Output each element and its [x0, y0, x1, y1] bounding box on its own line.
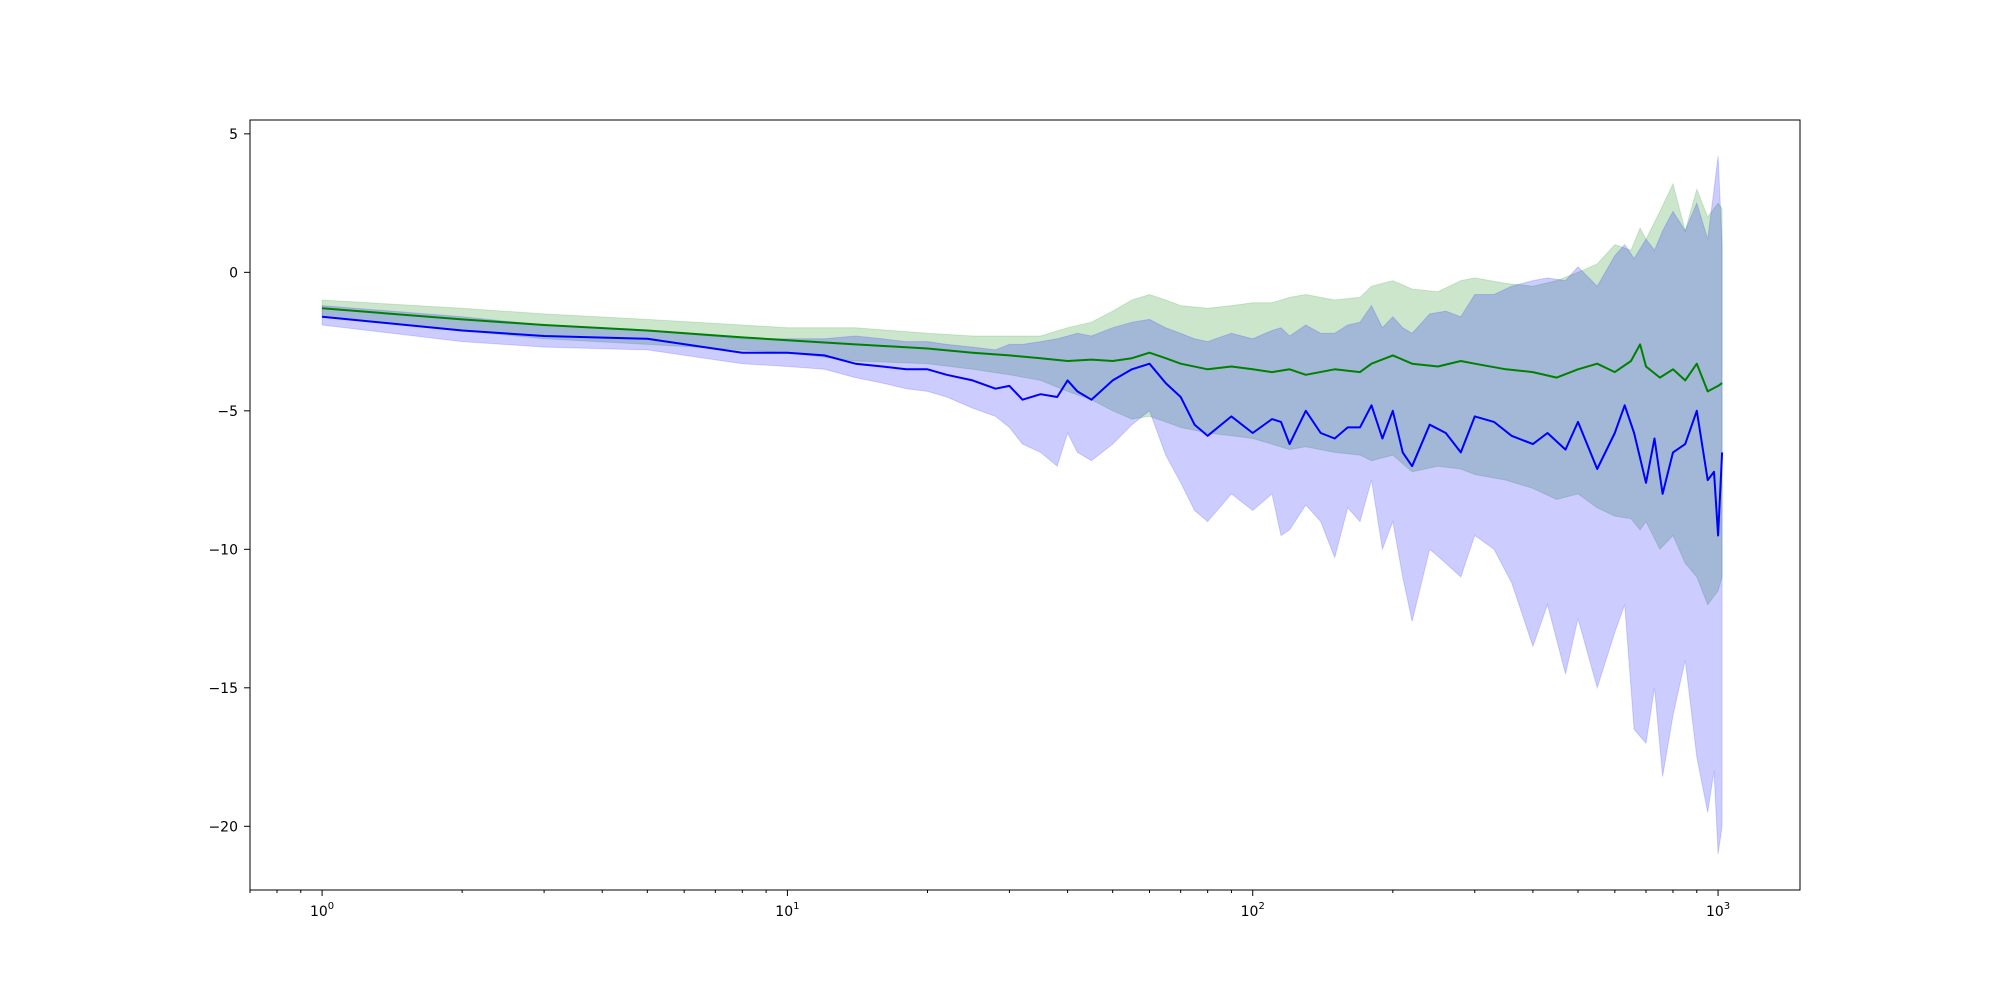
y-axis: 5 0 −5 −10 −15 −20 [208, 127, 250, 835]
y-tick-label: 0 [229, 265, 238, 281]
series-0-band [321, 182, 1723, 606]
x-tick-label: 100 [310, 901, 334, 920]
series-0-line [322, 307, 1723, 393]
y-tick-label: −20 [208, 819, 238, 835]
y-tick-label: −5 [217, 404, 238, 420]
confidence-bands [321, 155, 1723, 855]
y-tick-label: 5 [229, 127, 238, 143]
series-1-line [322, 315, 1724, 537]
x-tick-label: 102 [1241, 901, 1265, 920]
x-axis: 100 101 102 103 [249, 890, 1730, 920]
series-lines [322, 307, 1724, 537]
x-tick-label: 103 [1706, 901, 1730, 920]
y-tick-label: −15 [208, 681, 238, 697]
y-tick-label: −10 [208, 542, 238, 558]
plot-frame [249, 119, 1801, 891]
series-1-band [321, 155, 1723, 855]
x-tick-label: 101 [775, 901, 799, 920]
